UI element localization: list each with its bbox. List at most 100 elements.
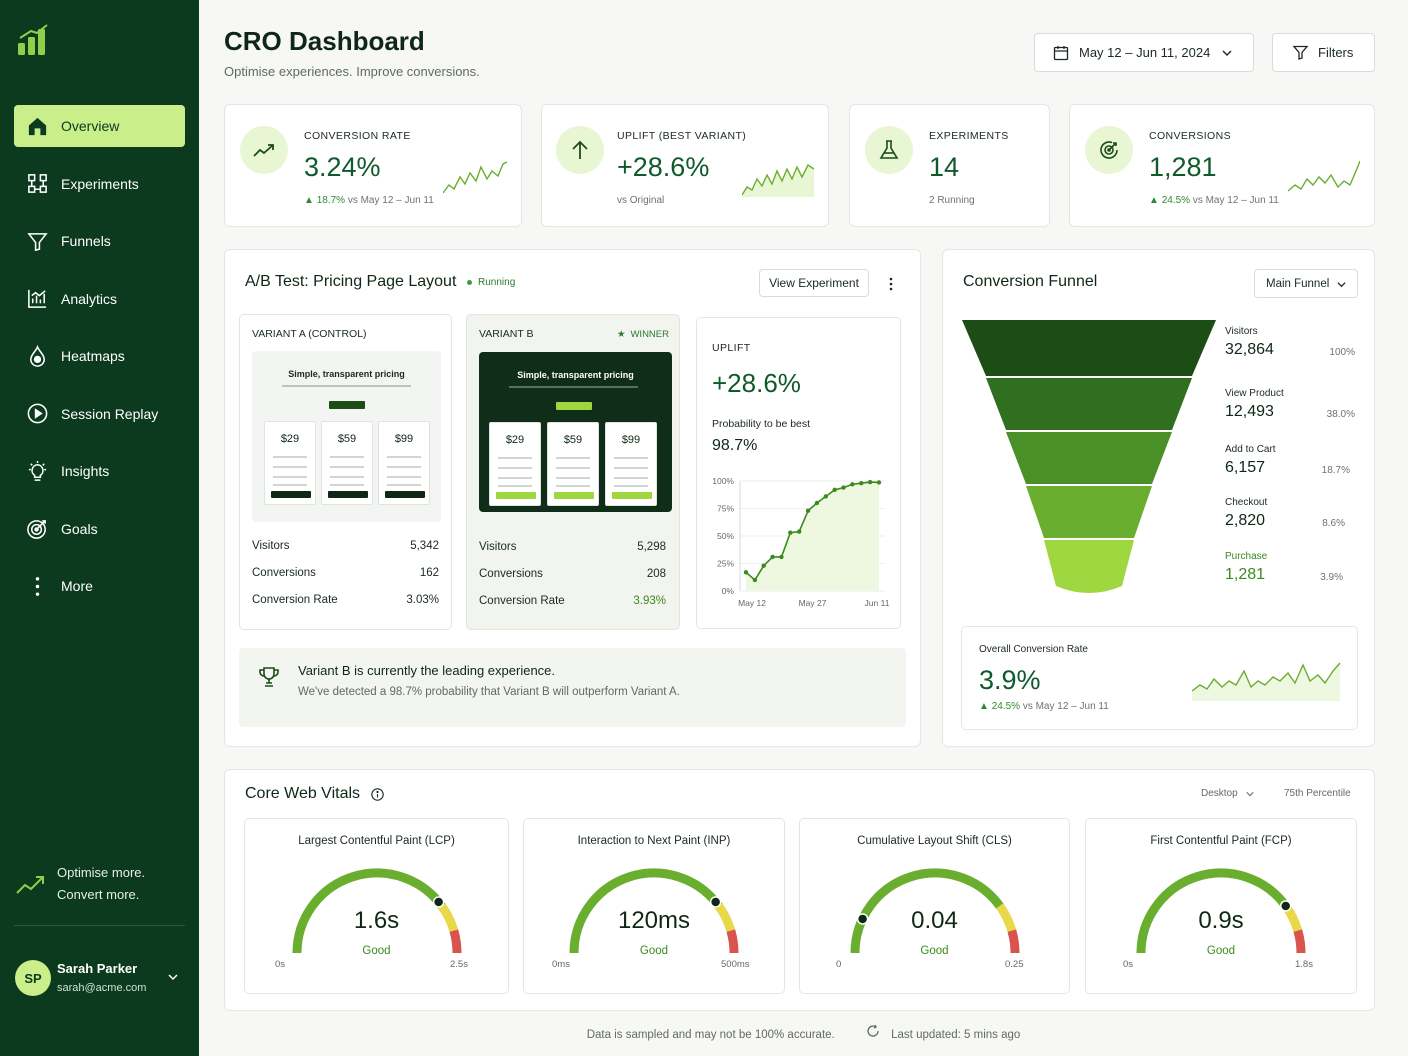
info-icon[interactable] [371, 788, 384, 801]
device-selector[interactable]: Desktop [1201, 788, 1254, 799]
data-point[interactable] [841, 485, 846, 490]
data-point[interactable] [770, 554, 775, 560]
price: $59 [337, 433, 357, 445]
data-point[interactable] [850, 482, 855, 487]
price: $99 [394, 433, 414, 445]
data-point[interactable] [814, 500, 820, 506]
sidebar-nav: Overview Experiments Funnels Analytics H… [14, 105, 185, 623]
gauge-dial [292, 868, 461, 954]
metric-row: Conversions 162 [252, 567, 439, 579]
page-title: CRO Dashboard [224, 26, 425, 56]
funnel-selector[interactable]: Main Funnel [1254, 269, 1358, 298]
stage-value: 2,820 [1225, 512, 1266, 529]
price-card: $99 [378, 421, 430, 505]
refresh-icon[interactable] [866, 1024, 880, 1038]
sidebar-item-funnels[interactable]: Funnels [14, 220, 185, 262]
sidebar-item-analytics[interactable]: Analytics [14, 278, 185, 320]
gauge-max: 1.8s [1295, 959, 1313, 970]
sidebar-item-label: Analytics [61, 290, 118, 307]
kpi-sparkline [742, 163, 814, 197]
filters-button[interactable]: Filters [1272, 33, 1375, 72]
funnel-title: Conversion Funnel [963, 273, 1098, 290]
sidebar-item-goals[interactable]: Goals [14, 508, 185, 550]
gauge-value: 120ms [617, 907, 691, 934]
metric-value: 5,342 [410, 540, 439, 552]
gauge-status: Good [920, 945, 949, 957]
data-point[interactable] [876, 480, 882, 485]
target-refresh-icon [1085, 126, 1133, 174]
data-point[interactable] [761, 563, 766, 568]
y-tick-label: 25% [717, 559, 734, 569]
data-point[interactable] [832, 487, 837, 492]
target-icon [27, 520, 46, 539]
date-range-picker[interactable]: May 12 – Jun 11, 2024 [1034, 33, 1254, 72]
price-card: $59 [547, 422, 599, 506]
trophy-icon [259, 667, 279, 687]
variant-b-card[interactable]: VARIANT B ★ WINNER Simple, transparent pr… [466, 314, 680, 630]
data-point[interactable] [867, 479, 873, 485]
funnel-stage-purchase[interactable] [1044, 540, 1134, 593]
metric-row: Conversion Rate 3.03% [252, 594, 439, 606]
sidebar-divider [14, 925, 185, 926]
sidebar-item-heatmaps[interactable]: Heatmaps [14, 335, 185, 377]
data-point[interactable] [805, 508, 811, 513]
data-point[interactable] [788, 530, 793, 535]
gauge-marker [709, 896, 722, 908]
gauge-inp: Interaction to Next Paint (INP) 120ms Go… [523, 818, 785, 994]
promo-line-2: Convert more. [57, 887, 140, 902]
sidebar-item-label: Heatmaps [61, 348, 125, 364]
gauge-title: Cumulative Layout Shift (CLS) [857, 835, 1012, 847]
metric-value: 162 [419, 567, 439, 579]
gauge-marker [856, 913, 868, 925]
funnel-icon [27, 232, 48, 251]
chevron-down-icon [1222, 50, 1232, 56]
sidebar-item-label: More [61, 578, 93, 594]
data-point[interactable] [823, 494, 828, 499]
data-point[interactable] [752, 577, 758, 583]
logo-icon[interactable] [17, 24, 51, 58]
gauge-max: 2.5s [450, 959, 468, 970]
kpi-label: CONVERSION RATE [304, 130, 411, 142]
metric-label: Conversions [479, 568, 543, 580]
trend-up-icon: ▲ [979, 701, 992, 712]
funnel-stage-checkout[interactable] [1026, 486, 1152, 538]
more-vertical-icon[interactable] [885, 276, 897, 292]
data-point[interactable] [743, 570, 749, 575]
main-content: CRO Dashboard Optimise experiences. Impr… [199, 0, 1408, 1056]
funnel-chart [962, 320, 1216, 593]
stage-pct: 3.9% [1320, 572, 1343, 583]
user-profile[interactable]: SP Sarah Parker sarah@acme.com [14, 958, 185, 998]
sidebar-item-session-replay[interactable]: Session Replay [14, 393, 185, 435]
variant-a-card[interactable]: VARIANT A (CONTROL) Simple, transparent … [239, 314, 452, 630]
stage-pct: 38.0% [1326, 409, 1355, 420]
gauge-cls: Cumulative Layout Shift (CLS) 0.04 Good … [799, 818, 1070, 994]
uplift-panel: UPLIFT +28.6% Probability to be best 98.… [696, 317, 901, 629]
stage-value: 1,281 [1225, 566, 1266, 583]
sidebar-item-overview[interactable]: Overview [14, 105, 185, 147]
data-point[interactable] [779, 554, 784, 560]
data-point[interactable] [797, 529, 802, 534]
sidebar-item-experiments[interactable]: Experiments [14, 163, 185, 205]
banner-title: Variant B is currently the leading exper… [298, 663, 556, 678]
chevron-down-icon[interactable] [167, 971, 179, 983]
sidebar-item-insights[interactable]: Insights [14, 450, 185, 492]
funnel-stage-add-to-cart[interactable] [1006, 432, 1172, 484]
status-text: Running [478, 277, 516, 288]
price: $29 [280, 433, 300, 445]
funnel-stage-visitors[interactable] [962, 320, 1216, 376]
flask-icon [865, 126, 913, 174]
kpi-value: 14 [929, 152, 960, 182]
metric-label: Visitors [252, 540, 290, 552]
view-experiment-button[interactable]: View Experiment [759, 269, 869, 297]
home-icon [28, 117, 47, 135]
stage-value: 6,157 [1225, 459, 1266, 476]
data-point[interactable] [859, 481, 864, 486]
kpi-uplift: UPLIFT (BEST VARIANT) +28.6% vs Original [541, 104, 829, 227]
stage-label: Add to Cart [1225, 444, 1276, 455]
funnel-stage-view-product[interactable] [986, 378, 1192, 430]
filters-label: Filters [1318, 45, 1354, 60]
price-card: $29 [489, 422, 541, 506]
kpi-change: 18.7% [316, 195, 346, 206]
sidebar-item-label: Session Replay [61, 405, 159, 422]
sidebar-item-more[interactable]: More [14, 565, 185, 607]
